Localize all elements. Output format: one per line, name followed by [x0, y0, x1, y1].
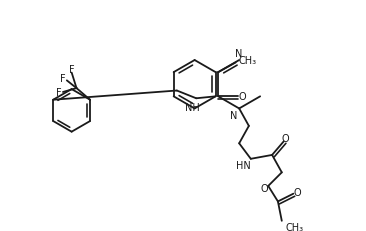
Text: F: F: [60, 74, 66, 84]
Text: O: O: [239, 92, 246, 102]
Text: N: N: [230, 111, 237, 121]
Text: F: F: [56, 88, 62, 97]
Text: HN: HN: [236, 160, 250, 170]
Text: CH₃: CH₃: [239, 55, 257, 65]
Text: CH₃: CH₃: [285, 222, 304, 231]
Text: N: N: [235, 49, 243, 59]
Text: F: F: [69, 64, 75, 74]
Text: O: O: [294, 187, 301, 197]
Text: O: O: [282, 134, 290, 144]
Text: NH: NH: [185, 103, 200, 113]
Text: O: O: [261, 183, 268, 193]
